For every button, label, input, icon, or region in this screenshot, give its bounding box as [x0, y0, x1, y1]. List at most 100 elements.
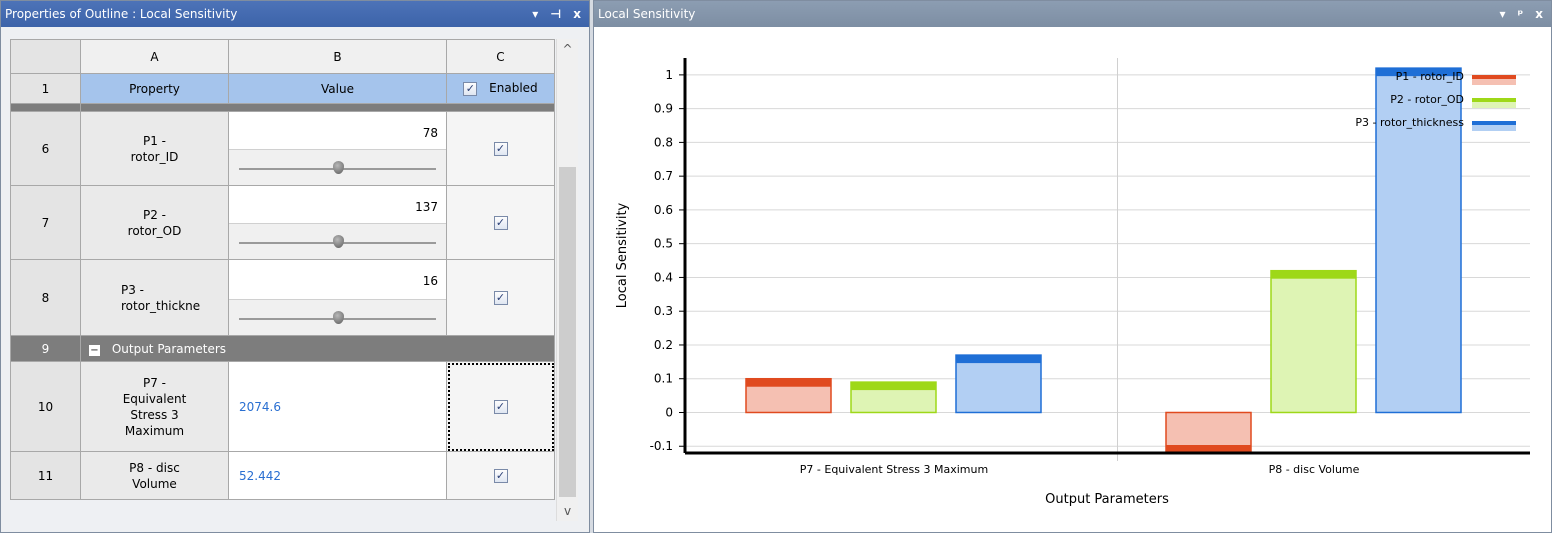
collapse-icon[interactable]: − [89, 344, 100, 356]
enabled-cell[interactable]: ✓ [446, 451, 555, 500]
property-header[interactable]: Property [80, 73, 229, 104]
property-label: P7 - [142, 375, 166, 390]
local-sensitivity-chart: 1 0.9 0.8 0.7 0.6 0.5 0.4 0.3 0.2 0.1 0 -0.1 P7 - Eq… [615, 58, 1530, 507]
slider-thumb[interactable] [332, 235, 344, 248]
legend-swatch [1472, 75, 1516, 79]
row-number: 6 [10, 111, 81, 186]
row-number: 1 [10, 73, 81, 104]
column-letter-a: A [80, 39, 229, 74]
pin-icon[interactable]: ᵖ [1517, 7, 1524, 21]
row-number: 7 [10, 185, 81, 260]
property-cell: P8 - disc Volume [80, 451, 229, 500]
properties-panel: Properties of Outline : Local Sensitivit… [0, 0, 590, 533]
y-tick-label: 0.5 [654, 237, 673, 251]
y-tick-label: -0.1 [650, 439, 673, 453]
property-cell: P3 - rotor_thickne [80, 259, 229, 336]
output-parameters-group-row[interactable]: 9 − Output Parameters [10, 335, 555, 362]
y-tick-label: 0.2 [654, 338, 673, 352]
enabled-cell[interactable]: ✓ [446, 185, 555, 260]
scroll-down-icon[interactable]: v [563, 504, 572, 518]
enabled-checkbox[interactable]: ✓ [493, 216, 508, 230]
value-input[interactable]: 78 [422, 126, 438, 140]
y-tick-label: 0.9 [654, 102, 673, 116]
property-label: Stress 3 [130, 407, 179, 422]
bar [1270, 269, 1357, 414]
group-label: Output Parameters [111, 341, 227, 356]
row-number: 8 [10, 259, 81, 336]
close-icon[interactable]: x [573, 7, 581, 21]
property-cell: P2 - rotor_OD [80, 185, 229, 260]
enabled-checkbox[interactable]: ✓ [493, 291, 508, 305]
category-label: P7 - Equivalent Stress 3 Maximum [800, 463, 988, 476]
y-tick-label: 0.4 [654, 270, 673, 284]
property-cell: P1 - rotor_ID [80, 111, 229, 186]
x-axis-label: Output Parameters [1045, 492, 1169, 507]
legend-swatch [1472, 98, 1516, 102]
scroll-up-icon[interactable]: ^ [562, 42, 573, 56]
bar [955, 354, 1042, 414]
close-icon[interactable]: x [1535, 7, 1543, 21]
grid-corner [10, 39, 81, 74]
y-tick-label: 0 [665, 405, 673, 419]
table-row: 8 P3 - rotor_thickne 16 ✓ [10, 259, 555, 336]
slider-thumb[interactable] [332, 161, 344, 174]
slider-thumb[interactable] [332, 311, 344, 324]
value-input[interactable]: 137 [415, 200, 438, 214]
property-label: P3 - [121, 282, 145, 297]
property-label: Equivalent [122, 391, 187, 406]
enabled-checkbox[interactable]: ✓ [493, 142, 508, 156]
y-tick-label: 0.8 [654, 135, 673, 149]
dropdown-icon[interactable]: ▾ [1499, 7, 1506, 21]
enabled-cell[interactable]: ✓ [446, 259, 555, 336]
properties-grid: A B C 1 Property Value ✓ Enabled 6 P1 - … [10, 39, 555, 500]
property-label: rotor_ID [130, 149, 179, 164]
dropdown-icon[interactable]: ▾ [532, 7, 539, 21]
value-slider[interactable] [229, 299, 446, 335]
vertical-scrollbar[interactable]: ^ v [556, 39, 578, 521]
enabled-all-checkbox[interactable]: ✓ [463, 82, 478, 96]
enabled-cell[interactable]: ✓ [446, 111, 555, 186]
property-label: rotor_thickne [121, 298, 201, 313]
property-label: P1 - [142, 133, 166, 148]
enabled-checkbox[interactable]: ✓ [493, 400, 508, 414]
local-sensitivity-panel: Local Sensitivity ▾ ᵖ x 1 0.9 0.8 0.7 0.6 0.5… [593, 0, 1552, 533]
property-label: rotor_OD [127, 223, 182, 238]
y-tick-label: 1 [665, 68, 673, 82]
value-slider[interactable] [229, 149, 446, 185]
bar-cap [1376, 68, 1461, 77]
properties-title: Properties of Outline : Local Sensitivit… [5, 7, 238, 21]
value-header[interactable]: Value [228, 73, 447, 104]
property-label: Volume [132, 476, 177, 491]
legend-swatch-fill [1472, 79, 1516, 85]
property-label: P8 - disc [129, 460, 180, 475]
bar [1375, 67, 1462, 414]
table-row: 6 P1 - rotor_ID 78 ✓ [10, 111, 555, 186]
pin-icon[interactable]: ⊣ [550, 7, 562, 21]
y-tick-label: 0.7 [654, 169, 673, 183]
value-cell[interactable]: 78 [228, 111, 447, 186]
value-input[interactable]: 16 [422, 274, 438, 288]
bar-cap [1271, 270, 1356, 279]
enabled-header-label: Enabled [489, 81, 538, 95]
input-parameters-group-partial [80, 103, 555, 112]
enabled-header[interactable]: ✓ Enabled [446, 73, 555, 104]
value-cell[interactable]: 16 [228, 259, 447, 336]
value-slider[interactable] [229, 223, 446, 259]
value-cell[interactable]: 137 [228, 185, 447, 260]
scroll-thumb[interactable] [559, 167, 576, 497]
bar-cap [956, 355, 1041, 364]
property-cell: P7 - Equivalent Stress 3 Maximum [80, 361, 229, 452]
y-tick-label: 0.6 [654, 203, 673, 217]
row-number: 9 [10, 335, 81, 362]
property-label: P2 - [142, 207, 166, 222]
output-value: 2074.6 [228, 361, 447, 452]
chart-panel-title: Local Sensitivity [598, 7, 696, 21]
enabled-cell[interactable]: ✓ [446, 361, 555, 452]
legend-label: P1 - rotor_ID [1396, 70, 1464, 83]
output-parameters-group[interactable]: − Output Parameters [80, 335, 555, 362]
enabled-checkbox[interactable]: ✓ [493, 469, 508, 483]
column-letter-b: B [228, 39, 447, 74]
properties-titlebar: Properties of Outline : Local Sensitivit… [1, 1, 589, 27]
table-row: 7 P2 - rotor_OD 137 ✓ [10, 185, 555, 260]
legend-swatch-fill [1472, 102, 1516, 108]
